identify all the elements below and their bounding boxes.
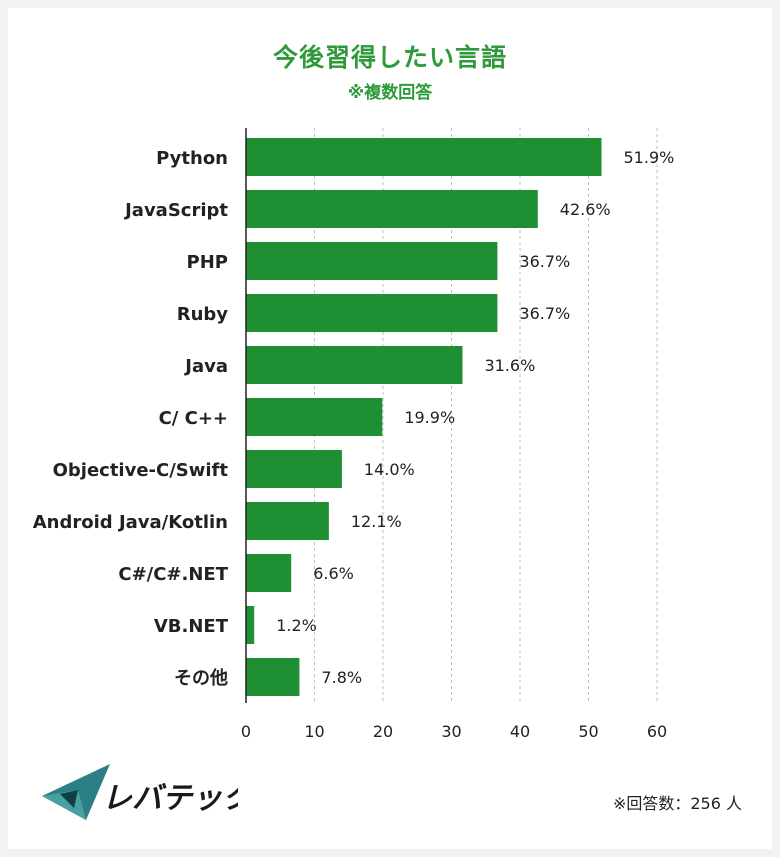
logo-text: レバテック — [102, 781, 238, 816]
bar — [246, 554, 292, 592]
bar — [246, 502, 329, 540]
x-tick-label: 40 — [510, 722, 530, 741]
bar-chart: Python JavaScript PHP Ruby Java C/ C++ Objecti… — [33, 128, 674, 741]
chart-subtitle: ※複数回答 — [347, 83, 433, 103]
category-label: Java — [183, 356, 228, 377]
value-label: 19.9% — [404, 408, 455, 427]
category-label: Ruby — [177, 304, 229, 325]
value-label: 6.6% — [313, 564, 354, 583]
respondent-count: ※回答数：256 人 — [612, 794, 742, 813]
chart-title: 今後習得したい言語 — [272, 43, 507, 72]
bar — [246, 450, 342, 488]
bar — [246, 294, 498, 332]
bar — [246, 138, 602, 176]
x-tick-label: 0 — [241, 722, 251, 741]
category-label: JavaScript — [123, 200, 228, 221]
x-tick-label: 30 — [441, 722, 461, 741]
bar — [246, 346, 463, 384]
bar — [246, 190, 538, 228]
category-label: Android Java/Kotlin — [33, 512, 228, 533]
bars — [246, 138, 602, 696]
category-labels: Python JavaScript PHP Ruby Java C/ C++ Objecti… — [33, 148, 229, 689]
x-tick-label: 20 — [373, 722, 393, 741]
value-label: 36.7% — [519, 304, 570, 323]
x-tick-label: 50 — [578, 722, 598, 741]
x-tick-label: 10 — [304, 722, 324, 741]
category-label: Objective-C/Swift — [53, 460, 229, 481]
value-label: 42.6% — [560, 200, 611, 219]
value-label: 51.9% — [624, 148, 675, 167]
bar — [246, 242, 498, 280]
bar — [246, 606, 255, 644]
value-labels: 51.9% 42.6% 36.7% 36.7% 31.6% 19.9% 14.0% 12.1%… — [276, 148, 674, 687]
bar — [246, 398, 383, 436]
value-label: 36.7% — [519, 252, 570, 271]
category-label: C/ C++ — [159, 408, 228, 429]
category-label: VB.NET — [154, 616, 229, 637]
category-label: Python — [156, 148, 228, 169]
bar — [246, 658, 300, 696]
category-label: C#/C#.NET — [118, 564, 228, 585]
value-label: 12.1% — [351, 512, 402, 531]
value-label: 1.2% — [276, 616, 317, 635]
levtech-logo-icon: レバテック — [42, 764, 254, 820]
x-tick-labels: 0 10 20 30 40 50 60 — [241, 722, 667, 741]
value-label: 31.6% — [484, 356, 535, 375]
value-label: 7.8% — [321, 668, 362, 687]
levtech-logo: レバテック — [38, 762, 254, 828]
category-label: その他 — [174, 667, 228, 689]
category-label: PHP — [187, 252, 228, 273]
value-label: 14.0% — [364, 460, 415, 479]
x-tick-label: 60 — [647, 722, 667, 741]
